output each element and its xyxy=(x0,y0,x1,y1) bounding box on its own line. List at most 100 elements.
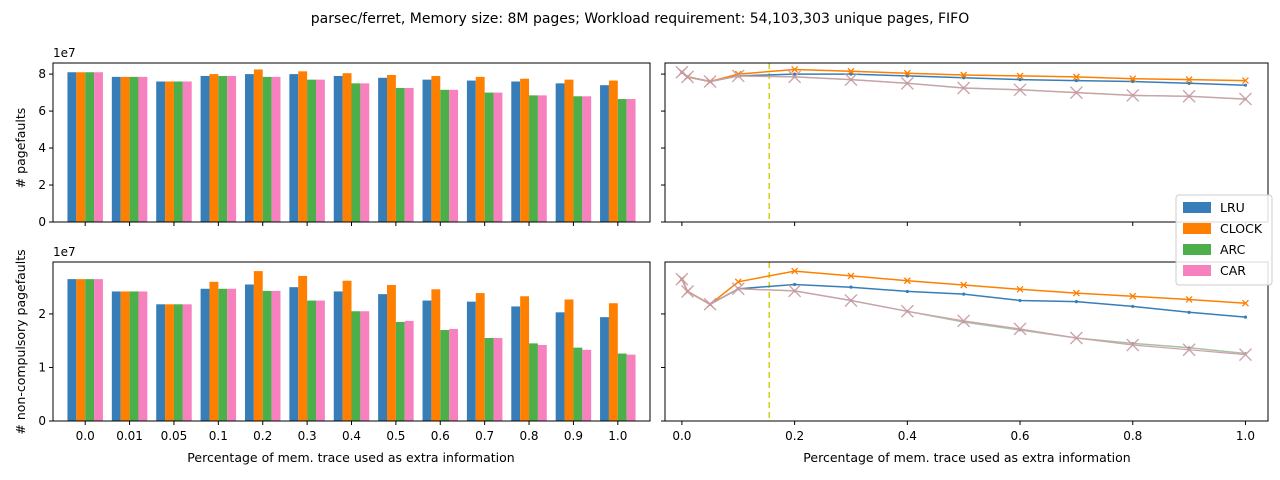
bottom-right-point-car xyxy=(1182,343,1196,357)
bottom-right-point-car xyxy=(1013,322,1027,336)
bottom-left-bar-lru xyxy=(600,317,609,421)
top-right-point-car xyxy=(675,65,689,79)
bottom-left-bar-lru xyxy=(111,291,121,421)
top-left-bar-clock xyxy=(209,74,219,223)
top-right-point-car xyxy=(1069,86,1083,100)
top-left-bar-car xyxy=(182,81,192,222)
top-right-point-lru xyxy=(1243,83,1248,87)
bottom-right-point-car xyxy=(1126,338,1140,352)
bottom-right-xtick-label: 0.2 xyxy=(785,429,804,443)
top-left-ytick-label: 2 xyxy=(38,178,46,192)
top-right-point-lru xyxy=(1187,81,1191,85)
bottom-left-bar-car xyxy=(182,304,192,421)
bottom-right-point-lru xyxy=(1243,315,1248,319)
figure-suptitle: parsec/ferret, Memory size: 8M pages; Wo… xyxy=(311,11,969,27)
top-left-bar-lru xyxy=(200,75,210,222)
top-left-bar-arc xyxy=(129,76,139,223)
top-right-point-clock xyxy=(847,67,855,75)
xlabel-bottom-right: Percentage of mem. trace used as extra i… xyxy=(803,450,1130,465)
top-left-bar-lru xyxy=(555,83,565,222)
top-left-bar-car xyxy=(94,72,103,222)
top-left-bar-clock xyxy=(120,76,130,223)
bottom-right-point-lru xyxy=(793,282,797,287)
top-left-bar-arc xyxy=(529,95,538,222)
bottom-left-bar-car xyxy=(227,288,237,421)
bottom-left-bar-arc xyxy=(307,300,316,421)
bottom-left-bar-clock xyxy=(165,304,174,421)
bottom-right-point-car xyxy=(900,304,914,318)
top-left-bar-clock xyxy=(564,79,574,223)
top-left-bar-arc xyxy=(173,81,183,222)
ylabel-top: # pagefaults xyxy=(13,108,28,189)
bottom-left-bar-lru xyxy=(333,291,343,421)
bottom-left-bar-car xyxy=(626,354,636,421)
bottom-left-bar-arc xyxy=(262,290,272,421)
legend-label-clock: CLOCK xyxy=(1220,221,1263,236)
bottom-right-point-lru xyxy=(1131,304,1135,309)
bottom-left-bar-lru xyxy=(156,304,166,421)
bottom-right-point-lru xyxy=(1074,300,1078,304)
bottom-left-bar-lru xyxy=(67,279,77,421)
top-left-bar-arc xyxy=(218,75,228,222)
top-left-bar-car xyxy=(227,75,237,222)
top-left-ytick-label: 0 xyxy=(38,215,46,229)
top-right-point-lru xyxy=(905,74,909,78)
legend-frame xyxy=(1175,194,1273,286)
top-left-bar-clock xyxy=(475,76,485,223)
top-left-bar-lru xyxy=(333,75,343,222)
top-left-bar-arc xyxy=(85,72,95,222)
top-right-point-car xyxy=(957,81,971,95)
top-left-bar-clock xyxy=(608,80,618,222)
top-right-point-lru xyxy=(1131,79,1135,84)
bottom-left-bar-car xyxy=(94,279,103,421)
bottom-left-xtick-label: 0.6 xyxy=(431,429,450,443)
top-right-point-car xyxy=(681,70,695,84)
bottom-right-point-clock xyxy=(1185,296,1193,303)
top-left-bar-lru xyxy=(511,81,521,222)
bottom-right-xtick-label: 0.0 xyxy=(672,429,691,443)
top-right-point-clock xyxy=(960,71,968,79)
bottom-right-point-car xyxy=(957,314,971,328)
bottom-right-point-car xyxy=(1069,331,1083,345)
top-right-point-clock xyxy=(1072,73,1080,81)
top-left-ytick-label: 6 xyxy=(38,104,46,118)
top-left-bar-lru xyxy=(422,79,432,223)
bottom-left-bar-arc xyxy=(529,343,538,421)
panel-bottom-right: 0.0 0.2 0.4 0.6 0.8 1.0 xyxy=(661,261,1269,443)
top-left-bar-clock xyxy=(298,71,308,223)
top-left-bar-clock xyxy=(165,81,174,222)
bottom-left-bar-clock xyxy=(564,299,574,421)
legend-swatch-lru xyxy=(1183,202,1211,213)
bottom-right-point-clock xyxy=(1072,289,1080,297)
bottom-right-point-lru xyxy=(849,285,853,289)
bottom-left-bar-car xyxy=(404,320,414,421)
top-left-bar-clock xyxy=(342,73,352,222)
bottom-left-bar-clock xyxy=(76,279,86,421)
bottom-left-bar-arc xyxy=(129,291,139,421)
top-right-point-car xyxy=(1182,89,1196,103)
bottom-left-xtick-label: 0.0 xyxy=(76,429,95,443)
top-left-bar-car xyxy=(360,83,370,222)
bottom-right-point-car xyxy=(681,284,695,298)
bottom-left-bar-clock xyxy=(209,281,219,421)
bottom-right-point-car xyxy=(788,284,802,298)
top-left-bar-lru xyxy=(466,80,476,222)
bottom-left-bar-lru xyxy=(511,306,521,421)
bottom-left-xtick-label: 0.3 xyxy=(298,429,317,443)
bottom-left-bar-arc xyxy=(617,353,627,421)
bottom-left-bar-clock xyxy=(120,291,130,421)
bottom-right-xtick-label: 1.0 xyxy=(1236,429,1255,443)
bottom-left-bar-arc xyxy=(173,304,183,421)
top-left-bar-arc xyxy=(395,87,405,222)
bottom-left-xtick-label: 0.4 xyxy=(342,429,361,443)
top-left-bar-lru xyxy=(289,74,299,223)
bottom-left-bar-car xyxy=(582,349,592,421)
bottom-left-xtick-label: 0.5 xyxy=(386,429,405,443)
bottom-right-point-clock xyxy=(1242,299,1249,307)
top-left-bar-car xyxy=(404,87,414,222)
bottom-left-bar-clock xyxy=(608,303,618,421)
top-right-point-clock xyxy=(1185,76,1193,84)
bottom-right-point-clock xyxy=(903,277,911,285)
bottom-left-bar-lru xyxy=(200,288,210,421)
